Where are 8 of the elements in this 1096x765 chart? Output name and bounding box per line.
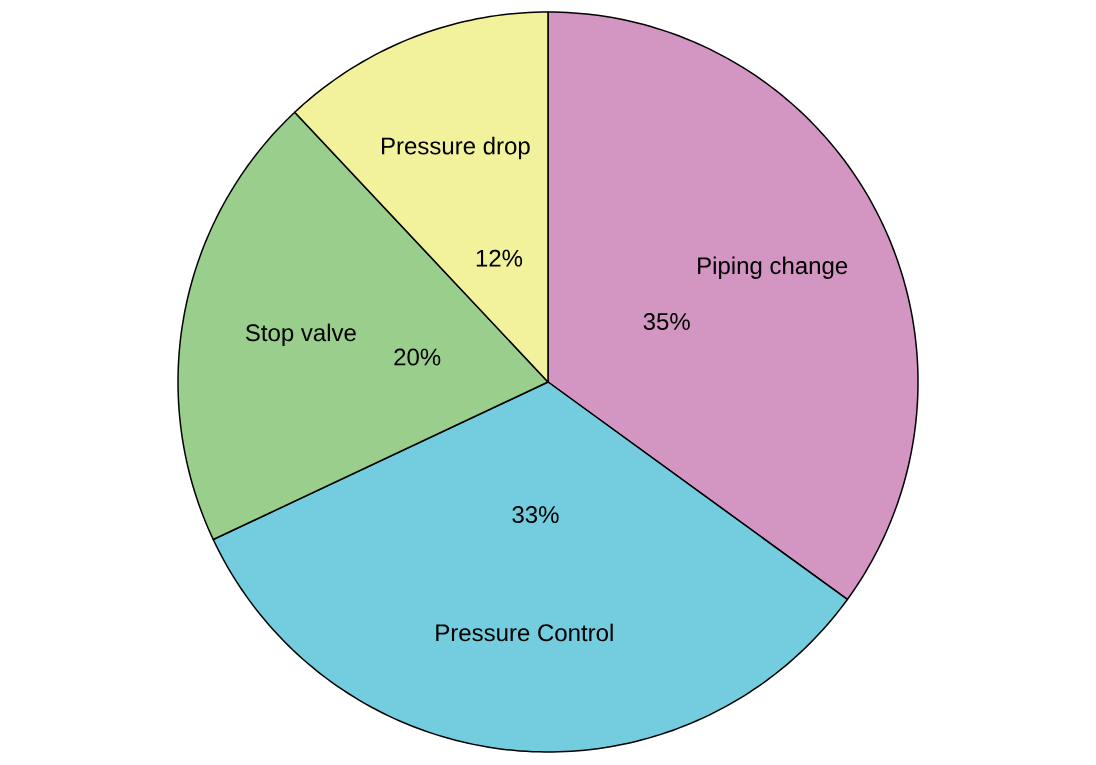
slice-label: Pressure Control [436,623,613,642]
data-label: 35% [643,313,690,331]
slice-label: Piping change [698,256,848,279]
data-label: 33% [512,506,559,524]
slice-label: Pressure drop [381,136,530,160]
slice-label: Stop valve [245,323,356,347]
data-label: 20% [394,348,441,366]
data-label: 12% [476,249,523,267]
